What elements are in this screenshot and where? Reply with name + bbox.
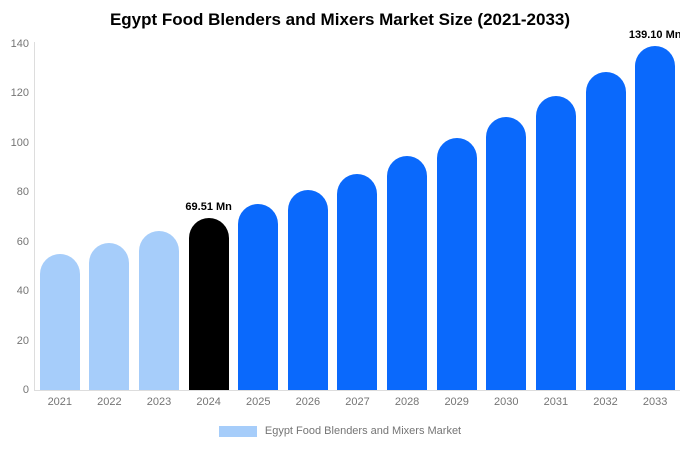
x-tick-2028: 2028 [394,396,420,408]
chart-title: Egypt Food Blenders and Mixers Market Si… [109,10,571,29]
bar-slot-2023 [134,44,184,390]
bar-slot-2027 [333,44,383,390]
bar-2021 [39,253,80,390]
annotation-2024: 69.51 Mn [185,201,232,214]
legend-label: Egypt Food Blenders and Mixers Market [264,425,462,437]
bar-slot-2032 [581,44,631,390]
x-tick-2022: 2022 [97,396,122,408]
legend: Egypt Food Blenders and Mixers Market [0,425,680,437]
y-axis-line [34,42,35,391]
x-tick-2031: 2031 [543,396,569,408]
bars-area [35,44,680,390]
y-tick-40: 40 [16,285,29,298]
y-tick-140: 140 [10,38,29,50]
x-tick-2032: 2032 [593,396,618,408]
bar-2023 [139,230,180,390]
x-tick-2021: 2021 [47,396,73,408]
y-tick-0: 0 [22,384,29,396]
bar-slot-2031 [531,44,581,390]
bar-slot-2033 [630,44,680,390]
bar-slot-2030 [481,44,531,390]
x-tick-2025: 2025 [246,396,271,408]
x-tick-2030: 2030 [494,396,519,408]
y-tick-20: 20 [16,334,29,347]
x-tick-2027: 2027 [345,396,370,408]
bar-2029 [436,137,477,390]
x-tick-2029: 2029 [444,396,469,408]
bar-2028 [387,156,428,390]
x-tick-2033: 2033 [642,396,668,408]
bar-2022 [89,242,130,390]
bar-slot-2029 [432,44,482,390]
bar-2033 [635,46,676,390]
x-tick-2023: 2023 [146,396,172,408]
bar-slot-2025 [233,44,283,390]
y-tick-60: 60 [16,235,29,248]
y-tick-80: 80 [16,186,29,199]
bar-2031 [535,95,576,390]
annotation-2033: 139.10 Mn [628,29,680,42]
x-axis-line [34,390,680,391]
bar-2026 [287,189,328,390]
bar-slot-2028 [382,44,432,390]
y-tick-100: 100 [10,136,29,149]
bar-2032 [585,71,626,390]
bar-2024 [188,218,229,390]
legend-swatch [218,425,257,437]
bar-slot-2021 [35,44,85,390]
x-axis-labels: 2021 2022 2023 2024 2025 2026 2027 2028 2029 2030… [35,396,680,408]
bar-2030 [486,117,527,390]
bar-slot-2026 [283,44,333,390]
bar-2025 [238,204,279,390]
bar-slot-2024 [184,44,234,390]
bar-2027 [337,173,378,390]
y-tick-120: 120 [10,87,29,100]
x-tick-2026: 2026 [295,396,321,408]
bar-slot-2022 [85,44,135,390]
x-tick-2024: 2024 [196,396,221,408]
